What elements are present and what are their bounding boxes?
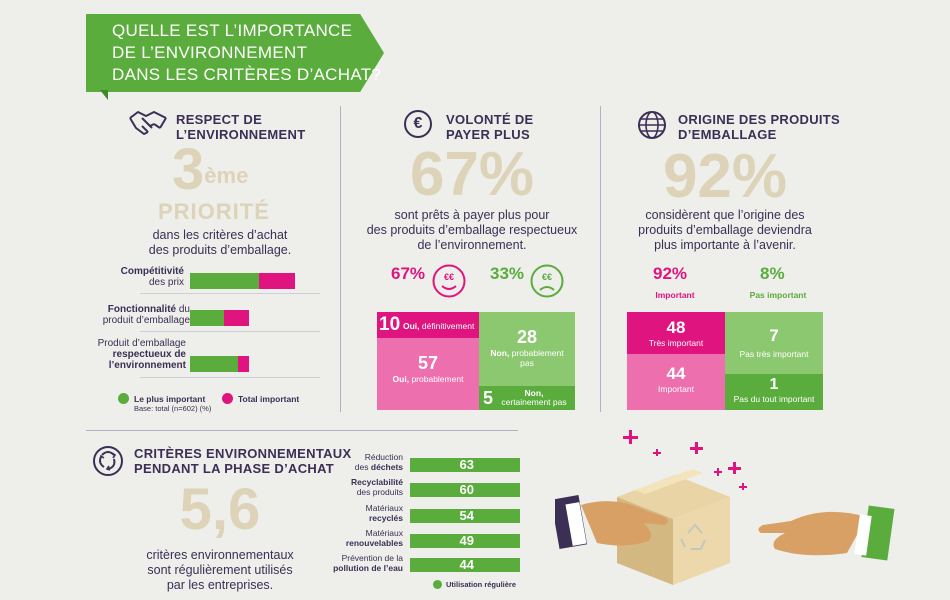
criteres-big: 5,6	[179, 477, 261, 542]
respect-big-number: 3ème	[172, 137, 249, 202]
origine-square-3: 7 Pas très important	[725, 312, 823, 374]
respect-desc: dans les critères d’achat des produits d…	[148, 228, 292, 257]
bar-main-competitivite	[190, 273, 259, 289]
handshake-icon	[129, 111, 167, 135]
sad-face-icon	[530, 264, 564, 298]
respect-priorite: PRIORITÉ	[158, 199, 270, 224]
legend-green-label: Le plus important	[134, 394, 206, 404]
page-title: QUELLE EST L’IMPORTANCE DE L’ENVIRONNEME…	[112, 21, 382, 84]
plus-icon	[623, 430, 747, 490]
crit-bar-recycles: 54	[410, 509, 520, 523]
payer-desc: sont prêts à payer plus pour des produit…	[366, 208, 578, 252]
crit-legend-dot	[433, 580, 442, 589]
base-note: Base: total (n=602) (%)	[134, 404, 212, 413]
crit-label-dechets: Réduction des déchets	[354, 452, 403, 472]
legend-dot-pink	[222, 393, 233, 404]
divider	[340, 106, 341, 412]
respect-title: RESPECT DE L’ENVIRONNEMENT	[176, 112, 306, 142]
respect-big-sup: ème	[204, 163, 249, 188]
payer-title: VOLONTÉ DE PAYER PLUS	[446, 112, 534, 142]
origine-square-2: 44 Important	[627, 354, 725, 410]
origine-imp-pct: 92%	[653, 264, 688, 283]
origine-pas-pct: 8%	[760, 264, 785, 283]
origine-desc: considèrent que l’origine des produits d…	[638, 208, 812, 252]
origine-pas-label: Pas important	[749, 290, 807, 300]
recycle-globe-icon	[93, 446, 123, 476]
payer-square-2: 57 Oui, probablement	[377, 338, 479, 410]
bar-label-competitivite: Compétitivité des prix	[120, 266, 184, 288]
crit-label-pollution: Prévention de la pollution de l’eau	[333, 553, 403, 573]
hands-box-illustration	[555, 430, 895, 585]
payer-no-pct: 33%	[490, 264, 525, 283]
crit-bar-recyclabilite: 60	[410, 483, 520, 497]
happy-face-icon	[432, 264, 466, 298]
banner-fold	[100, 90, 108, 100]
crit-bar-dechets: 63	[410, 458, 520, 472]
crit-legend-label: Utilisation régulière	[446, 580, 517, 589]
happy-face-eyes: €€	[443, 272, 454, 282]
bar-main-fonctionnalite	[190, 310, 224, 326]
divider	[86, 430, 518, 431]
origine-square-1: 48 Très important	[627, 312, 725, 354]
euro-icon: €	[404, 110, 432, 138]
payer-square-1: 10 Oui, définitivement	[377, 312, 479, 338]
divider	[600, 106, 601, 412]
origine-big: 92%	[662, 142, 788, 211]
globe-icon	[638, 111, 666, 139]
crit-label-renouvelables: Matériaux renouvelables	[345, 528, 403, 548]
origine-square-4: 1 Pas du tout important	[725, 374, 823, 410]
origine-imp-label: Important	[655, 290, 695, 300]
legend-dot-green	[118, 393, 129, 404]
bar-label-environnement: Produit d’emballage respectueux de l’env…	[97, 338, 186, 371]
crit-bar-renouvelables: 49	[410, 534, 520, 548]
payer-square-3: 28 Non, probablement pas	[479, 312, 575, 386]
crit-bar-pollution: 44	[410, 558, 520, 572]
legend-pink-label: Total important	[238, 394, 300, 404]
bar-main-environnement	[190, 356, 238, 372]
crit-label-recyclabilite: Recyclabilité des produits	[351, 477, 403, 497]
right-hand-icon	[758, 505, 895, 561]
criteres-desc: critères environnementaux sont régulière…	[146, 548, 294, 592]
crit-label-recycles: Matériaux recyclés	[365, 503, 403, 523]
payer-yes-pct: 67%	[391, 264, 426, 283]
bar-label-fonctionnalite: Fonctionnalité du produit d’emballage	[102, 304, 190, 326]
criteres-title: CRITÈRES ENVIRONNEMENTAUX PENDANT LA PHA…	[134, 446, 352, 476]
sad-face-eyes: €€	[541, 272, 552, 282]
left-hand-icon	[555, 494, 668, 550]
title-banner	[86, 14, 384, 92]
payer-big: 67%	[409, 140, 535, 209]
origine-title: ORIGINE DES PRODUITS D’EMBALLAGE	[678, 112, 841, 142]
payer-square-4: 5 Non, certainement pas	[479, 386, 575, 410]
